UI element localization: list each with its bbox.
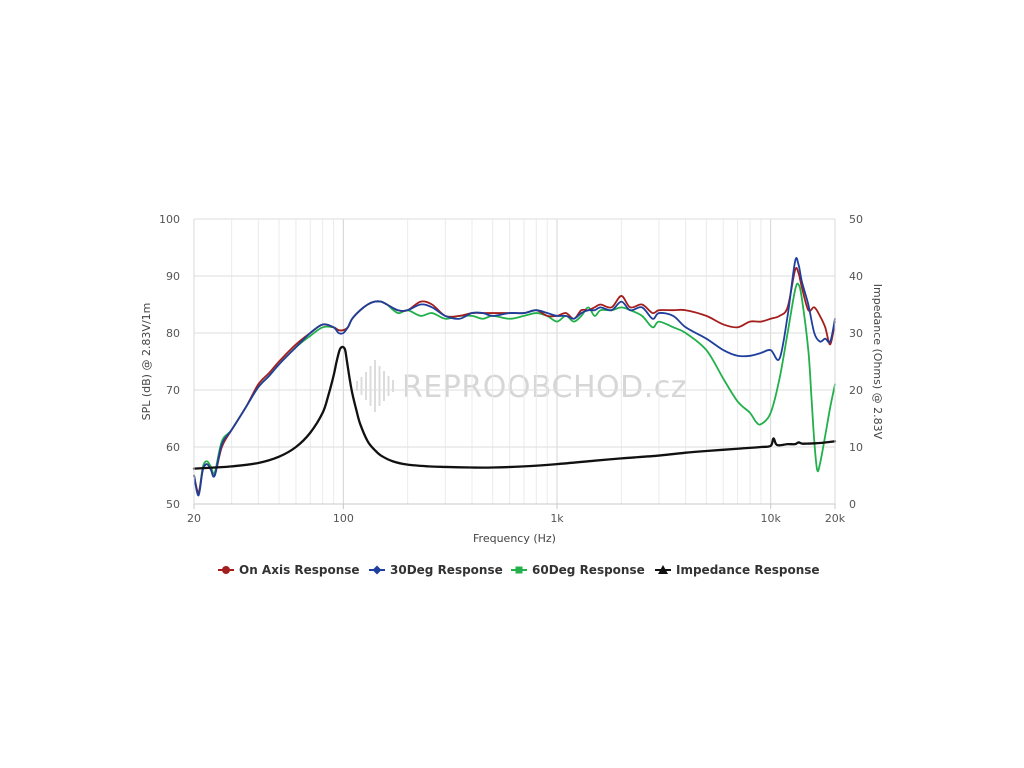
x-tick-label: 20k: [825, 512, 846, 525]
y2-axis-title: Impedance (Ohms) @ 2.83V: [871, 284, 884, 440]
watermark-bar: [383, 371, 385, 401]
legend-item[interactable]: Impedance Response: [655, 563, 820, 577]
y-tick-label: 70: [166, 384, 180, 397]
legend-marker-triangle-icon: [658, 565, 668, 574]
x-axis-title: Frequency (Hz): [473, 532, 556, 545]
y2-tick-label: 0: [849, 498, 856, 511]
y2-tick-label: 20: [849, 384, 863, 397]
series-line-impedance-response: [192, 345, 837, 470]
legend-marker-diamond-icon: [372, 565, 382, 575]
x-tick-label: 1k: [550, 512, 564, 525]
series-lines: [192, 257, 837, 497]
y-tick-label: 80: [166, 327, 180, 340]
y2-tick-label: 10: [849, 441, 863, 454]
y-tick-label: 90: [166, 270, 180, 283]
watermark-bar: [374, 360, 376, 412]
watermark-bar: [360, 377, 363, 395]
watermark-bar: [369, 366, 372, 406]
legend-label: On Axis Response: [239, 563, 360, 577]
watermark-bar: [356, 381, 358, 391]
axes: 20 100 1k 10k 20k100908070605050403020100Fre…: [140, 213, 884, 545]
legend-label: 30Deg Response: [390, 563, 503, 577]
legend-item[interactable]: 60Deg Response: [511, 563, 645, 577]
watermark-text: REPROOBCHOD.cz: [402, 370, 687, 405]
legend-label: Impedance Response: [676, 563, 820, 577]
y2-tick-label: 50: [849, 213, 863, 226]
legend-item[interactable]: 30Deg Response: [369, 563, 503, 577]
y2-tick-label: 40: [849, 270, 863, 283]
watermark: REPROOBCHOD.cz: [356, 360, 687, 412]
y-tick-label: 100: [159, 213, 180, 226]
legend: On Axis Response 30Deg Response 60Deg Resp…: [218, 563, 820, 577]
x-tick-label: 20: [187, 512, 201, 525]
legend-item[interactable]: On Axis Response: [218, 563, 360, 577]
y2-tick-label: 30: [849, 327, 863, 340]
legend-label: 60Deg Response: [532, 563, 645, 577]
x-tick-label: 10k: [760, 512, 781, 525]
y-tick-label: 50: [166, 498, 180, 511]
legend-marker-circle-icon: [222, 566, 230, 574]
watermark-bar: [365, 372, 367, 400]
grid-lines: [193, 218, 836, 505]
series-line-30deg-response: [193, 257, 836, 497]
legend-marker-square-icon: [515, 566, 523, 574]
x-tick-label: 100: [333, 512, 354, 525]
watermark-bar: [378, 366, 381, 406]
y-axis-title: SPL (dB) @ 2.83V/1m: [140, 303, 153, 421]
y-tick-label: 60: [166, 441, 180, 454]
watermark-bar: [392, 380, 394, 392]
watermark-bar: [387, 376, 390, 396]
